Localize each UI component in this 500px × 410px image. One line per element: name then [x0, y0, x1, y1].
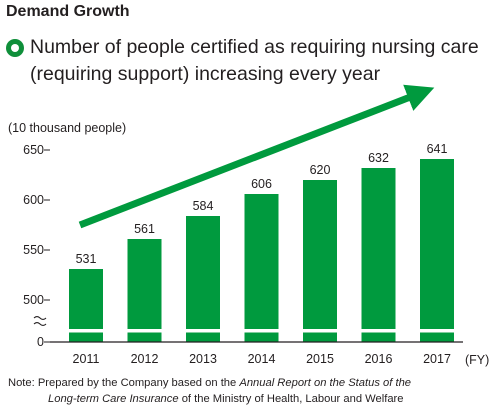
bar — [186, 216, 220, 342]
data-label: 606 — [251, 177, 272, 191]
x-axis-label: (FY) — [465, 353, 489, 367]
bar — [127, 239, 162, 342]
y-tick-label: 0 — [37, 335, 44, 349]
y-tick-label: 550 — [23, 243, 44, 257]
bar-break-stripe — [303, 329, 337, 333]
source-note: Note: Prepared by the Company based on t… — [8, 375, 411, 407]
x-tick-label: 2017 — [423, 352, 451, 366]
note-report-title-2: Long-term Care Insurance — [48, 393, 179, 405]
bar-break-stripe — [244, 329, 279, 333]
x-tick-label: 2014 — [248, 352, 276, 366]
data-label: 632 — [368, 151, 389, 165]
subheading-line-2: (requiring support) increasing every yea… — [30, 63, 381, 85]
y-tick-label: 500 — [23, 293, 44, 307]
data-label: 641 — [427, 142, 448, 156]
bar — [244, 194, 279, 342]
bar-break-stripe — [69, 329, 103, 333]
bar — [303, 180, 337, 342]
bar-break-stripe — [186, 329, 220, 333]
data-label: 531 — [76, 252, 97, 266]
x-tick-label: 2015 — [306, 352, 334, 366]
note-text-1: Note: Prepared by the Company based on t… — [8, 377, 240, 389]
bars — [69, 159, 454, 342]
bar-break-stripe — [420, 329, 454, 333]
x-tick-label: 2011 — [73, 352, 100, 366]
x-axis-tick-labels: 2011 2012 2013 2014 2015 2016 2017 — [73, 352, 451, 366]
note-report-title-1: Annual Report on the Status of the — [239, 377, 412, 389]
page-title: Demand Growth — [6, 3, 130, 20]
y-axis-label: (10 thousand people) — [8, 121, 126, 135]
axis-break-icon — [33, 315, 47, 327]
bullet-circle-icon — [6, 39, 24, 57]
data-label: 620 — [310, 163, 331, 177]
bar — [361, 168, 396, 342]
data-label: 561 — [134, 222, 155, 236]
x-tick-label: 2016 — [365, 352, 393, 366]
trend-arrow — [78, 84, 435, 229]
bar — [420, 159, 454, 342]
subheading-line-1: Number of people certified as requiring … — [30, 36, 479, 58]
note-text-2: of the Ministry of Health, Labour and We… — [178, 393, 404, 405]
bar-break-stripe — [127, 329, 162, 333]
bar-chart: (10 thousand people) (FY) 0500550600650 … — [8, 84, 489, 367]
data-labels: 531 561 584 606 620 632 641 — [76, 142, 448, 266]
y-tick-label: 650 — [23, 143, 44, 157]
y-axis-ticks: 0 500 550 600 650 — [23, 143, 50, 349]
y-tick-label: 600 — [23, 193, 44, 207]
data-label: 584 — [193, 199, 214, 213]
x-tick-label: 2013 — [189, 352, 217, 366]
x-tick-label: 2012 — [131, 352, 159, 366]
bar-break-stripe — [361, 329, 396, 333]
